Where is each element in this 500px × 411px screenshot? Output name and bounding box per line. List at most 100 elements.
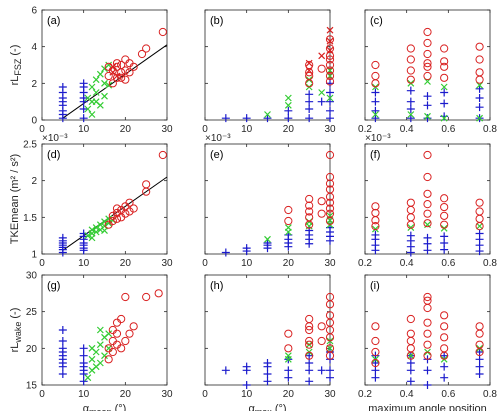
data-point-circle — [305, 351, 314, 360]
data-point-plus — [284, 373, 293, 382]
data-point-plus — [305, 351, 314, 360]
data-point-plus — [423, 381, 432, 389]
data-point-plus — [326, 366, 334, 375]
data-point-circle — [423, 318, 432, 327]
data-point-x — [88, 83, 96, 91]
x-tick-label: 30 — [161, 124, 173, 135]
data-point-circle — [104, 62, 113, 71]
data-point-circle — [406, 44, 415, 53]
plot-frame — [204, 143, 331, 255]
data-point-circle — [158, 27, 167, 37]
data-point-circle — [423, 27, 432, 37]
data-point-x — [407, 111, 415, 118]
plot-frame — [41, 9, 168, 121]
panel-c: 0.2 0.4 0.6 0.8 (c) — [358, 9, 497, 135]
x-tick-label: 20 — [283, 389, 295, 400]
data-point-circle — [371, 358, 380, 368]
x-axis-label-main: α — [248, 403, 255, 411]
y-tick-label: 1.5 — [23, 213, 37, 224]
x-tick-label: 0.2 — [358, 389, 372, 400]
data-point-circle — [325, 66, 335, 75]
y-tick-label: 2 — [31, 176, 37, 187]
data-point-plus — [423, 101, 432, 110]
x-tick-label: 20 — [120, 258, 132, 269]
data-point-plus — [263, 370, 272, 378]
data-point-plus — [475, 94, 484, 102]
data-point-x — [371, 111, 379, 118]
data-point-circle — [121, 66, 130, 75]
data-point-x — [326, 344, 334, 352]
data-point-circle — [104, 71, 113, 81]
data-point-circle — [317, 197, 326, 206]
data-point-x — [105, 61, 113, 69]
data-point-x — [326, 26, 334, 34]
x-axis-label-sub: mean — [89, 407, 112, 411]
x-tick-label: 30 — [161, 258, 173, 269]
data-point-x — [88, 234, 96, 242]
x-tick-label: 0 — [39, 258, 45, 269]
data-point-plus — [371, 359, 380, 367]
data-point-circle — [406, 75, 415, 84]
data-point-plus — [326, 114, 334, 123]
x-axis-label-main: α — [83, 403, 90, 411]
panel-e: 0 10 20 30 (e) ×10⁻³ — [202, 133, 336, 269]
data-point-plus — [263, 239, 272, 247]
panel-label: (f) — [370, 149, 380, 161]
data-point-x — [96, 221, 104, 229]
data-point-plus — [371, 366, 380, 375]
x-tick-label: 0.8 — [483, 389, 497, 400]
data-point-circle — [423, 38, 432, 48]
x-tick-label: 0.4 — [400, 258, 414, 269]
data-point-circle — [423, 189, 432, 198]
data-point-x — [96, 341, 104, 349]
y-axis-label-main: rL — [9, 343, 21, 353]
data-point-plus — [406, 377, 415, 386]
data-point-x — [84, 374, 92, 382]
data-point-x — [305, 218, 313, 226]
data-point-circle — [125, 329, 134, 338]
data-point-plus — [305, 114, 314, 123]
data-point-plus — [475, 370, 484, 378]
data-point-plus — [79, 359, 88, 367]
data-point-circle — [406, 198, 415, 207]
y-axis-label-unit: (-) — [9, 45, 21, 56]
data-point-x — [407, 224, 415, 232]
data-point-plus — [406, 86, 415, 95]
x-tick-label: 10 — [78, 124, 90, 135]
data-point-circle — [423, 340, 432, 349]
data-point-plus — [221, 248, 230, 257]
data-point-circle — [325, 77, 335, 86]
data-point-x — [326, 94, 334, 102]
y-exponent-label: ×10⁻³ — [365, 133, 391, 144]
data-point-circle — [423, 292, 432, 302]
data-point-plus — [221, 366, 230, 375]
data-point-plus — [79, 344, 88, 353]
x-tick-label: 0.2 — [358, 258, 372, 269]
y-axis-label: rLFSZ (-) — [9, 45, 23, 86]
data-point-circle — [129, 62, 138, 71]
panel-g: 0 10 20 30 15 20 25 30 (g) rLwake (-) αmean(°) — [9, 271, 173, 411]
data-point-plus — [242, 381, 251, 389]
y-tick-label: 2 — [31, 79, 37, 90]
panel-label: (d) — [47, 149, 60, 161]
panel-label: (h) — [210, 280, 223, 292]
data-point-circle — [440, 62, 449, 71]
data-point-plus — [326, 373, 334, 382]
data-point-circle — [371, 222, 380, 231]
data-point-circle — [325, 150, 335, 160]
data-point-circle — [112, 204, 122, 213]
data-point-x — [101, 92, 108, 100]
x-axis-label: αmean(°) — [83, 403, 127, 411]
data-point-x — [96, 70, 104, 78]
data-point-circle — [284, 329, 293, 338]
data-point-circle — [423, 62, 432, 71]
y-tick-label: 0 — [31, 116, 37, 127]
data-point-circle — [305, 194, 314, 204]
data-point-circle — [305, 340, 314, 349]
data-point-plus — [406, 97, 415, 106]
data-point-circle — [371, 202, 380, 211]
data-point-plus — [423, 366, 432, 375]
y-exponent-label: ×10⁻³ — [42, 133, 68, 144]
data-point-plus — [263, 359, 272, 367]
x-tick-label: 20 — [120, 124, 132, 135]
